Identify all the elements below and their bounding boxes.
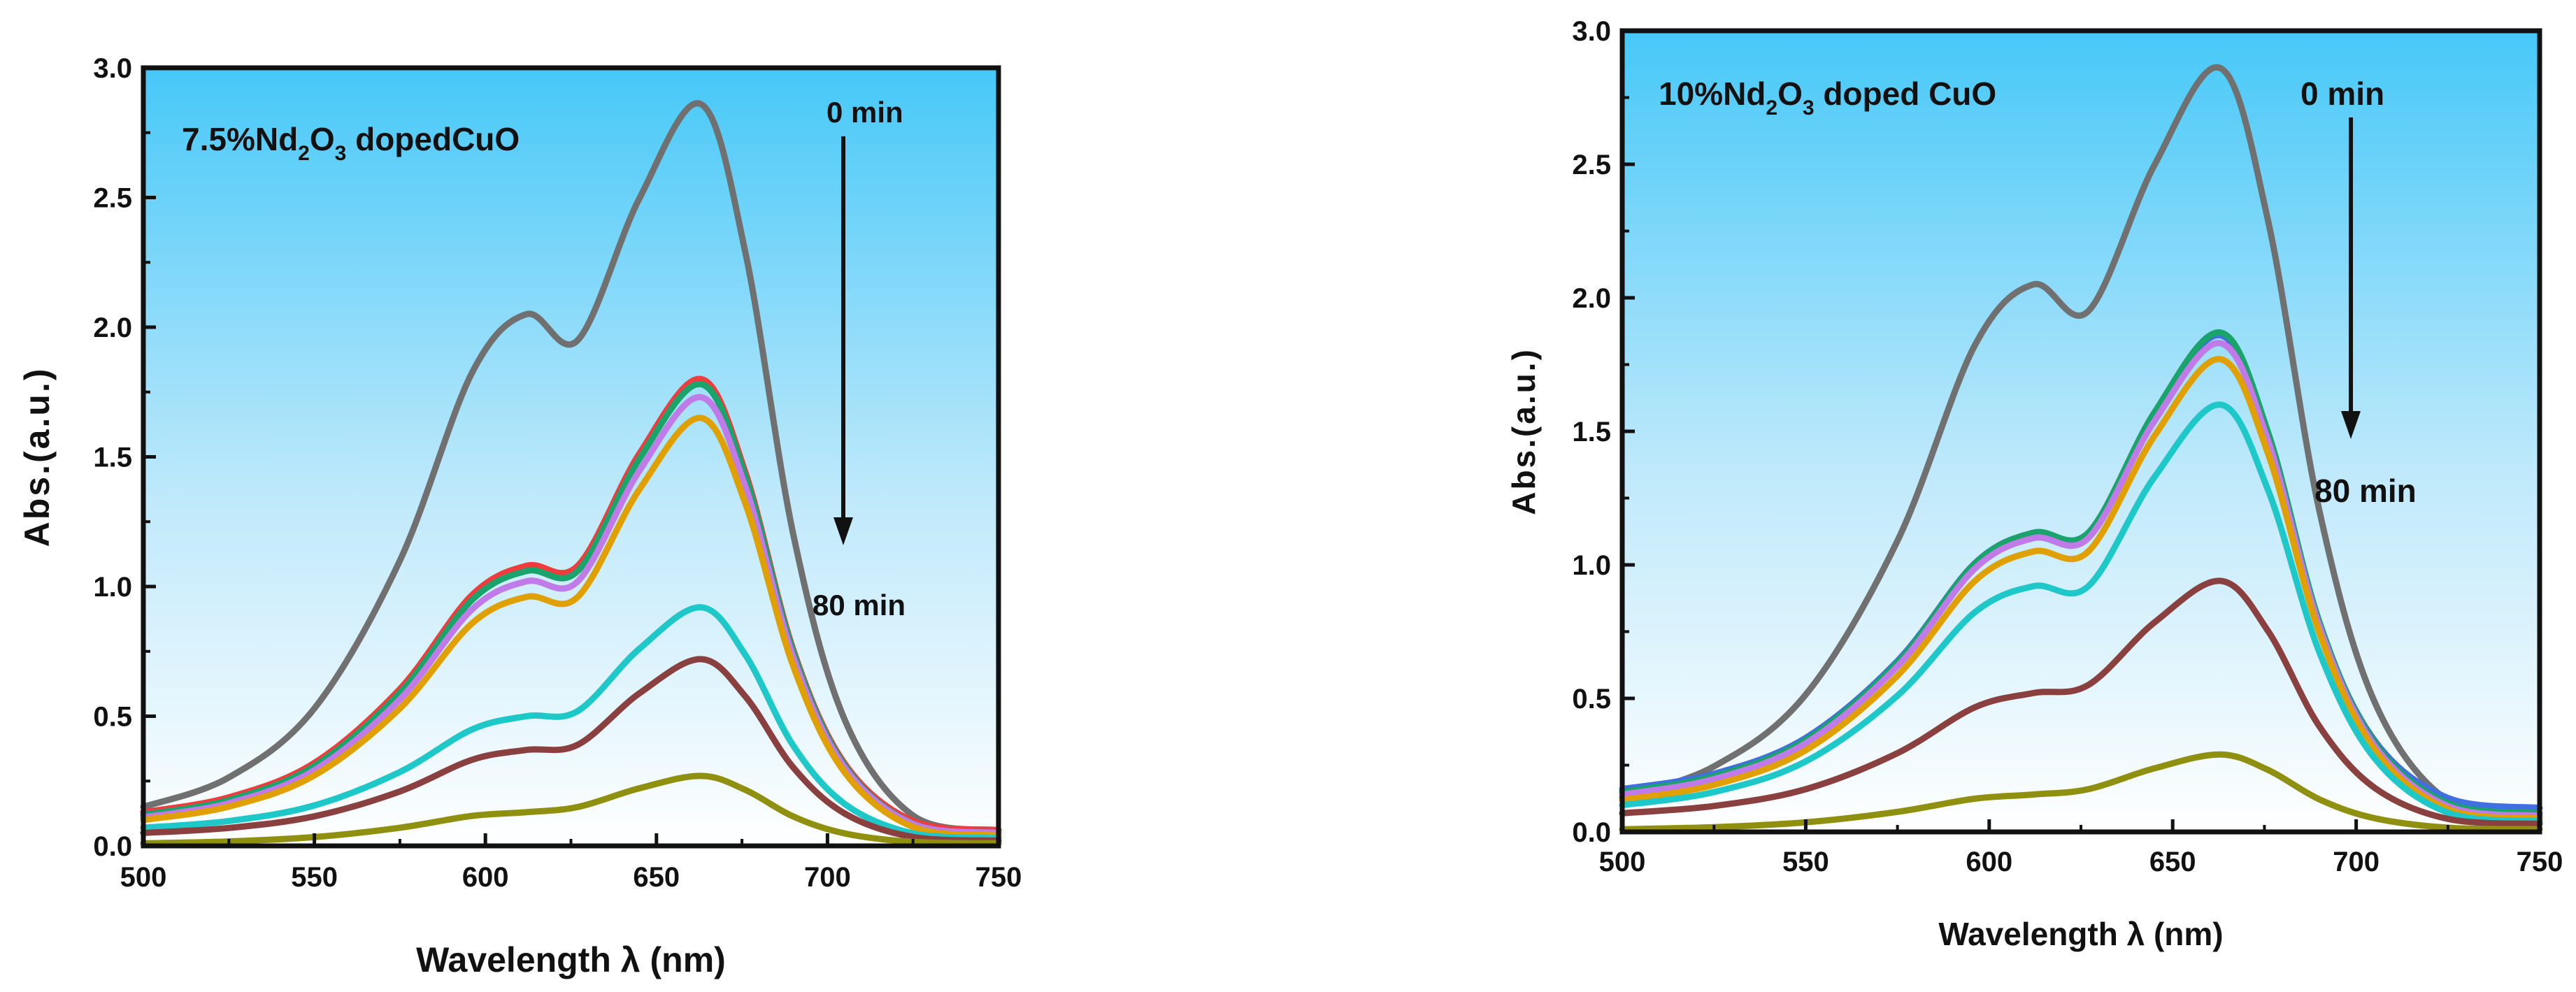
- annotation-start-time: 0 min: [2300, 76, 2384, 112]
- x-tick-label: 550: [1782, 847, 1829, 877]
- x-tick-label: 650: [633, 862, 680, 893]
- y-tick-label: 0.5: [1572, 684, 1611, 714]
- y-tick-label: 3.0: [1572, 16, 1611, 47]
- y-tick-label: 2.5: [1572, 150, 1611, 180]
- annotation-end-time: 80 min: [2314, 473, 2417, 509]
- trend-arrow-head: [833, 517, 853, 545]
- x-tick-label: 500: [1599, 847, 1646, 877]
- series-line-0-min: [1619, 64, 2543, 819]
- trend-arrow-head: [2341, 411, 2361, 439]
- annotation-end-time: 80 min: [813, 589, 906, 621]
- y-axis-title: Abs.(a.u.): [1505, 347, 1542, 515]
- y-tick-label: 0.0: [1572, 817, 1611, 848]
- series-line-60-min: [1619, 401, 2543, 825]
- y-tick-label: 3.0: [93, 53, 132, 84]
- x-tick-label: 550: [291, 862, 338, 893]
- x-tick-label: 700: [2333, 847, 2380, 877]
- y-tick-label: 2.0: [1572, 283, 1611, 314]
- x-tick-label: 750: [2517, 847, 2563, 877]
- y-tick-label: 2.5: [93, 183, 132, 214]
- annotation-start-time: 0 min: [827, 96, 903, 129]
- x-axis-title: Wavelength λ (nm): [416, 940, 726, 979]
- series-line-80-min: [140, 772, 1002, 847]
- y-axis-title: Abs.(a.u.): [17, 367, 57, 547]
- y-tick-label: 1.5: [1572, 417, 1611, 447]
- chart-panel-2: 500 550 600 650 700 750 0.0 0.5 1.0 1.5 2.0 2.5 3.0 W…: [1505, 16, 2563, 952]
- plot-background: [143, 68, 999, 846]
- series-line-60-min: [140, 604, 1002, 842]
- plot-background: [1622, 31, 2540, 832]
- y-tick-label: 2.0: [93, 312, 132, 343]
- y-tick-label: 0.0: [93, 831, 132, 862]
- y-tick-label: 0.5: [93, 702, 132, 733]
- y-tick-label: 1.0: [93, 572, 132, 603]
- x-tick-label: 750: [975, 862, 1022, 893]
- y-tick-label: 1.0: [1572, 550, 1611, 581]
- series-line-70-min: [140, 656, 1002, 844]
- x-tick-label: 650: [2149, 847, 2196, 877]
- chart-panel-1: 500 550 600 650 700 750 0.0 0.5 1.0 1.5 2.0 2.5 3.0 W…: [17, 53, 1022, 979]
- x-tick-label: 700: [804, 862, 851, 893]
- series-line-40-min: [1619, 356, 2543, 822]
- series-line-40-min: [140, 415, 1002, 839]
- chart-title: 10%Nd2O3 doped CuO: [1659, 76, 1996, 120]
- x-tick-label: 600: [1966, 847, 2012, 877]
- series-line-0-min: [140, 100, 1002, 834]
- chart-title: 7.5%Nd2O3 dopedCuO: [182, 121, 520, 165]
- x-tick-label: 600: [462, 862, 509, 893]
- y-tick-label: 1.5: [93, 443, 132, 473]
- x-axis-title: Wavelength λ (nm): [1938, 916, 2223, 952]
- x-tick-label: 500: [120, 862, 167, 893]
- series-line-70-min: [1619, 577, 2543, 828]
